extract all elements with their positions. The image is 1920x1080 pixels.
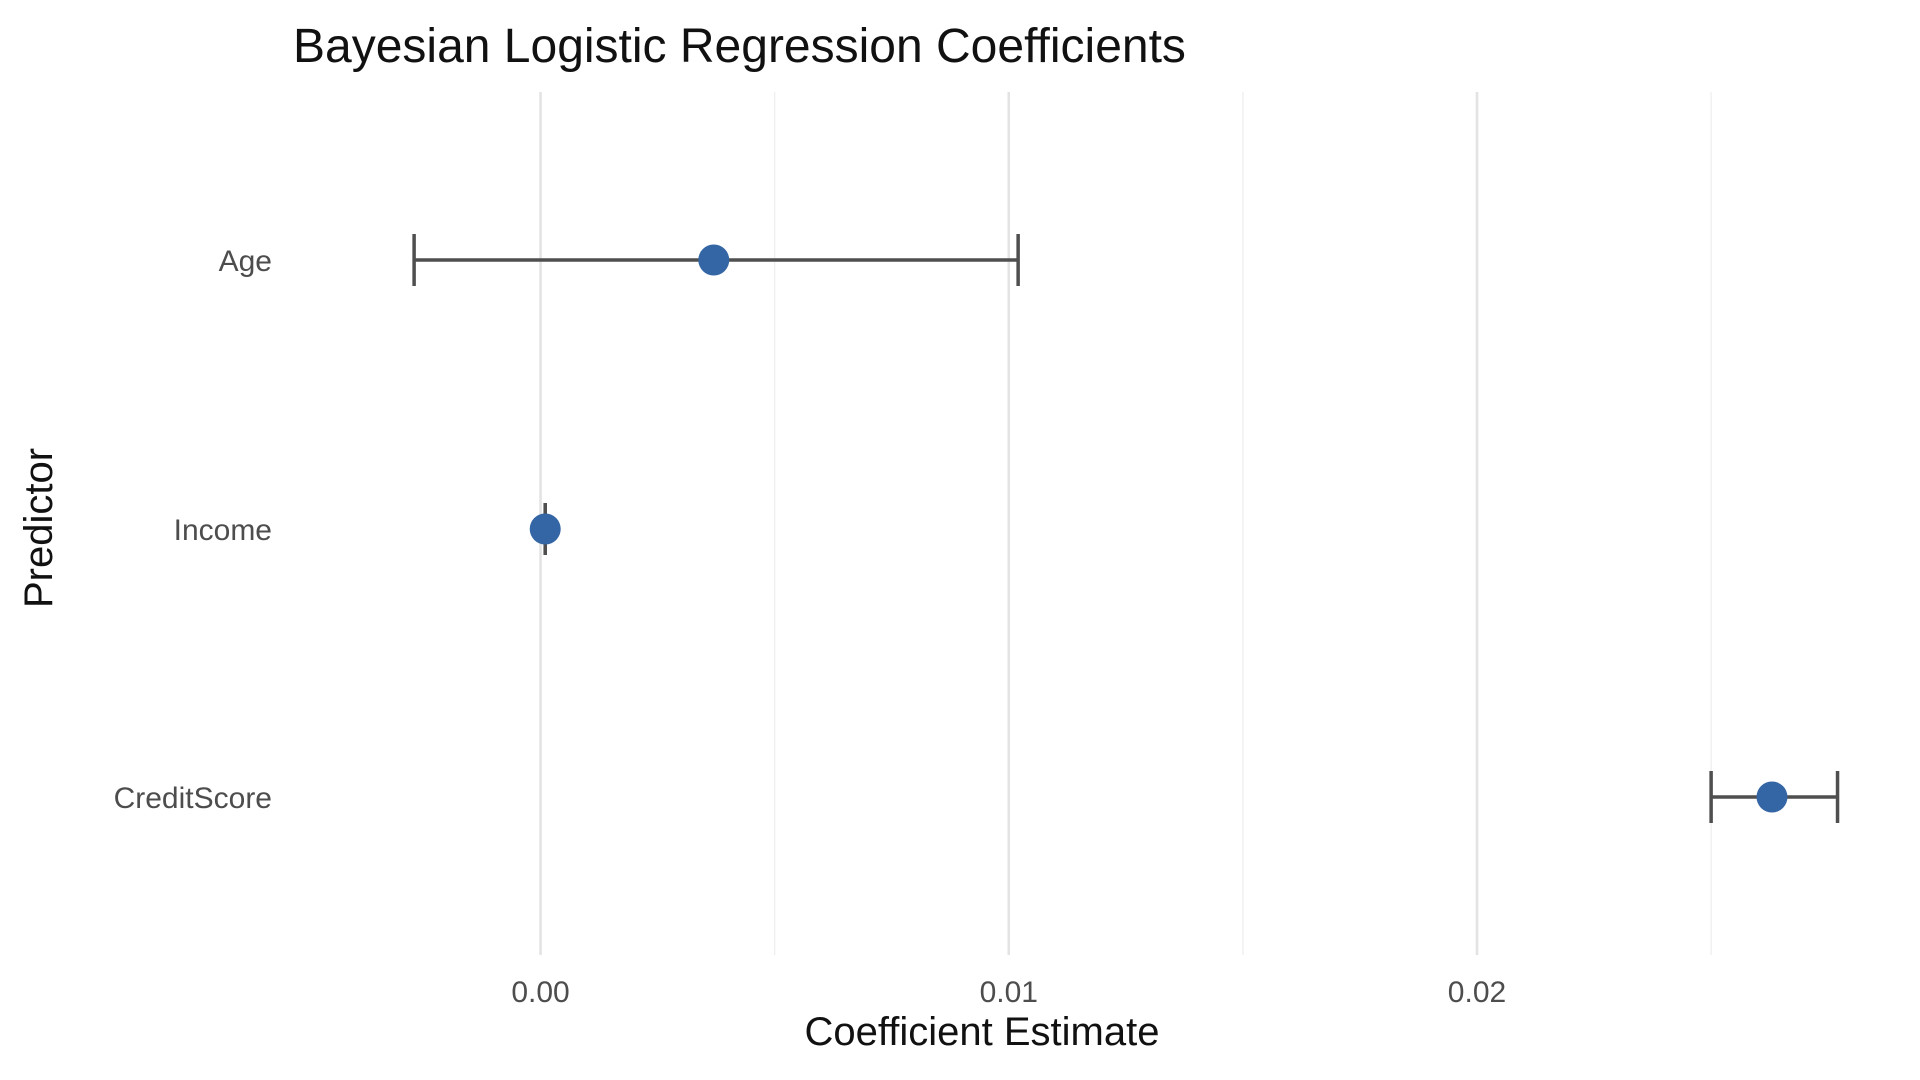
x-tick-label-2: 0.02 [1448,976,1506,1009]
x-tick-label-0: 0.00 [511,976,569,1009]
y-category-label-age: Age [219,245,272,278]
data-layer [412,234,1840,823]
y-axis-title: Predictor [17,448,61,608]
grid-layer [539,92,1712,955]
x-axis-title: Coefficient Estimate [805,1010,1160,1054]
x-tick-label-1: 0.01 [980,976,1038,1009]
label-layer: 0.00 0.01 0.02 Age Income CreditScore [114,245,1507,1009]
point-age [698,244,730,276]
y-category-label-income: Income [174,514,272,547]
point-income [529,513,561,545]
chart-title: Bayesian Logistic Regression Coefficient… [293,20,1186,73]
point-creditscore [1756,781,1788,813]
y-category-label-creditscore: CreditScore [114,782,272,815]
